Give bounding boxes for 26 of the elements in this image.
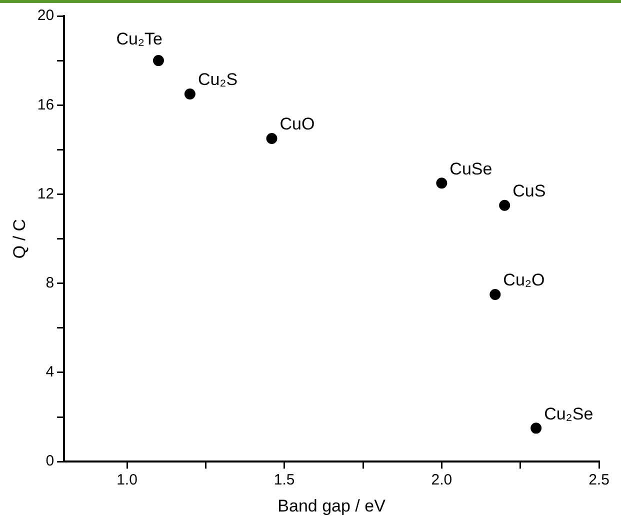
- x-axis-title: Band gap / eV: [278, 496, 386, 516]
- y-tick-label: 20: [37, 7, 54, 24]
- point: [490, 289, 501, 300]
- annotation: Cu₂S: [198, 70, 238, 90]
- y-tick-label: 4: [46, 364, 54, 381]
- point: [530, 422, 542, 434]
- annotation: Cu₂Te: [116, 30, 162, 49]
- annotation: Cu₂O: [503, 270, 545, 290]
- y-axis-title: Q / C: [10, 218, 29, 259]
- annotation: Cu₂Se: [544, 404, 594, 424]
- point: [436, 178, 448, 189]
- y-tick-label: 16: [37, 96, 54, 114]
- point: [266, 133, 278, 144]
- point: [184, 88, 196, 100]
- y-tick-label: 0: [46, 452, 54, 470]
- x-tick-label: 1.0: [116, 472, 138, 489]
- x-tick-label: 2.5: [588, 472, 610, 489]
- point: [152, 55, 164, 66]
- x-tick-label: 1.5: [274, 472, 295, 489]
- annotation: CuO: [280, 114, 315, 134]
- y-tick-label: 12: [37, 185, 54, 202]
- y-tick-label: 8: [46, 274, 54, 292]
- annotation: CuSe: [450, 159, 492, 178]
- x-tick-label: 2.0: [431, 472, 452, 489]
- annotation: CuS: [512, 182, 546, 201]
- point: [499, 200, 510, 211]
